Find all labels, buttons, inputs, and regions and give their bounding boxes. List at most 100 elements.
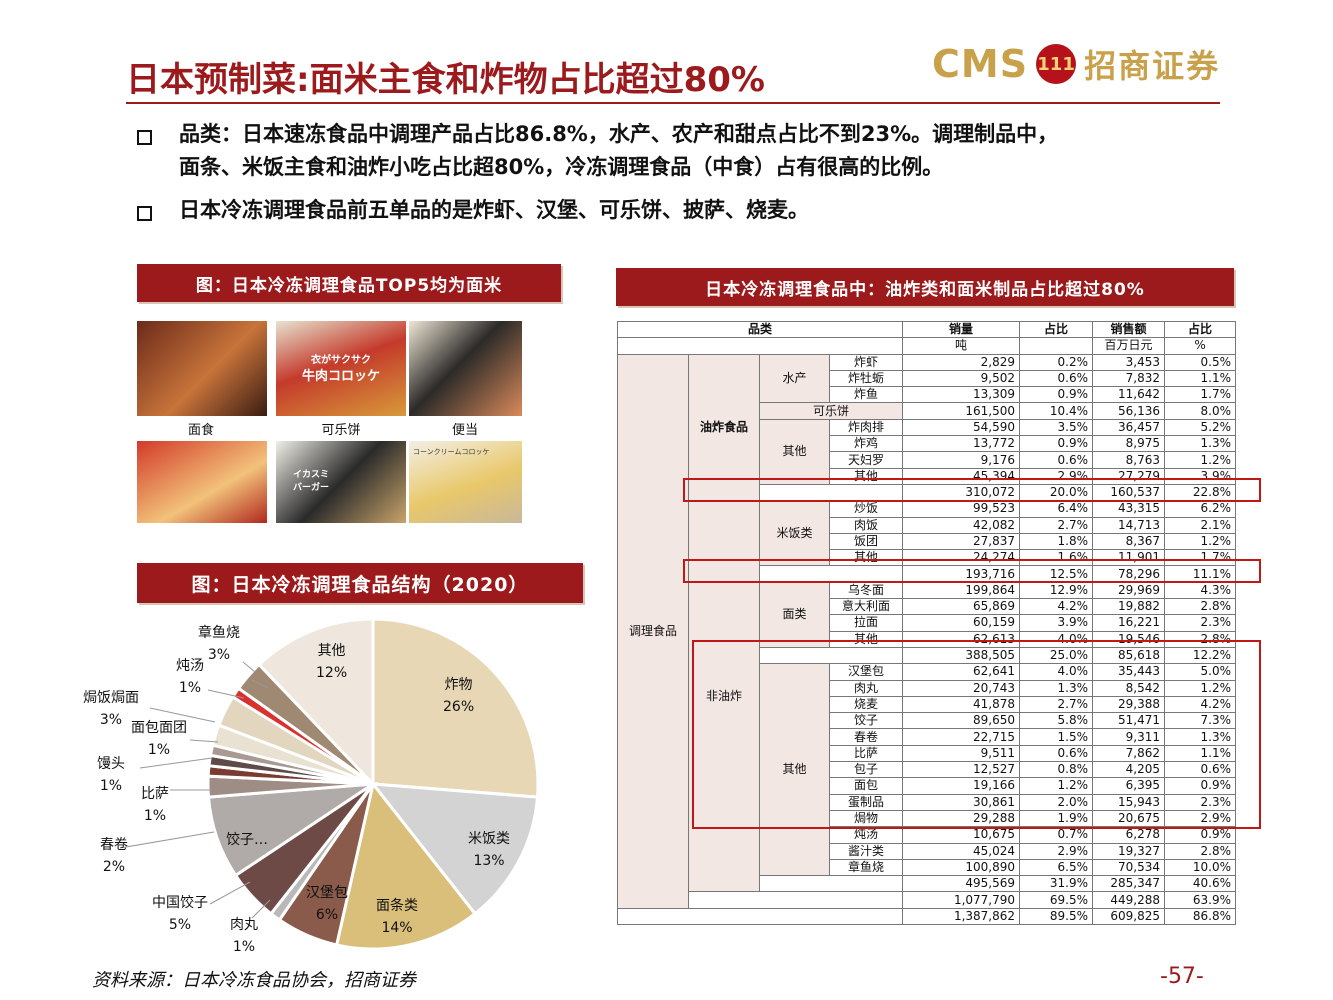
table-row: 蛋制品 30,861 2.0% 15,943 2.3% — [618, 793, 1237, 811]
cell-sales: 19,327 — [1092, 842, 1166, 860]
cell-item: 炸肉排 — [828, 418, 904, 437]
cell-sales-share: 1.1% — [1164, 369, 1237, 388]
logo-cms-text: CMS — [932, 42, 1029, 86]
cell-item: 意大利面 — [828, 598, 904, 616]
table-row: 饺子 89,650 5.8% 51,471 7.3% — [618, 712, 1237, 730]
table-row: 面包 19,166 1.2% 6,395 0.9% — [618, 777, 1237, 795]
photo-text: 衣がサクサク — [310, 354, 371, 366]
cell-volume-share: 0.6% — [1019, 451, 1094, 469]
cell-sales-share: 5.0% — [1164, 663, 1237, 681]
pie-label-pizza: 比萨 1% — [141, 786, 169, 824]
cell-sales-share: 2.3% — [1164, 614, 1237, 632]
table-row: 炸鸡 13,772 0.9% 8,975 1.3% — [618, 435, 1237, 453]
cell-volume: 65,869 — [902, 598, 1021, 616]
header-sales-share: 占比 — [1164, 320, 1237, 339]
header-volume-share: 占比 — [1019, 320, 1094, 339]
pie-slice — [371, 617, 540, 799]
cell-sales: 7,832 — [1092, 369, 1166, 388]
pie-leader-line — [242, 661, 256, 673]
unit-sales: 百万日元 — [1092, 337, 1166, 355]
group-nonfried-other: 其他 — [759, 663, 830, 877]
cell-volume: 12,527 — [902, 761, 1021, 779]
cell-sales-share: 22.8% — [1164, 483, 1237, 502]
cell-volume: 388,505 — [902, 646, 1021, 665]
cell-sales-share: 4.2% — [1164, 695, 1237, 714]
unit-sales-share: % — [1164, 337, 1237, 355]
cell-sales: 6,278 — [1092, 826, 1166, 844]
cell-volume-share: 12.9% — [1019, 581, 1094, 600]
cell-sales-share: 11.1% — [1164, 565, 1237, 583]
photos-banner: 图：日本冷冻调理食品TOP5均为面米 — [137, 264, 561, 302]
group-fried: 油炸食品 — [688, 353, 760, 502]
cell-sales: 36,457 — [1092, 418, 1166, 437]
unit-spacer — [616, 337, 904, 355]
cell-item: 炸牡蛎 — [828, 369, 904, 388]
cell-item: 乌冬面 — [828, 581, 904, 600]
cell-item: 焗物 — [828, 809, 904, 828]
table-row: 包子 12,527 0.8% 4,205 0.6% — [618, 761, 1237, 779]
subtotal-spacer — [758, 875, 904, 893]
cell-sales-share: 2.8% — [1164, 598, 1237, 616]
cell-volume-share: 0.6% — [1019, 744, 1094, 763]
cell-sales-share: 0.5% — [1164, 353, 1237, 371]
cell-sales-share: 10.0% — [1164, 858, 1237, 877]
photo-croquette: 衣がサクサク 牛肉コロッケ — [276, 321, 406, 416]
pie-leader-line — [251, 679, 269, 689]
cell-item: 酱汁类 — [828, 842, 904, 860]
unit-volume-share — [1019, 337, 1094, 355]
cell-item: 饭团 — [828, 532, 904, 551]
pie-slice — [334, 780, 478, 951]
photo-text: イカスミ — [292, 470, 329, 480]
cell-sales-share: 5.2% — [1164, 418, 1237, 437]
table-row: 其他 汉堡包 62,641 4.0% 35,443 5.0% — [618, 663, 1237, 877]
cell-sales-share: 8.0% — [1164, 402, 1237, 420]
cell-sales: 29,969 — [1092, 581, 1166, 600]
cell-volume: 10,675 — [902, 826, 1021, 844]
group-fried-other: 其他 — [759, 418, 830, 485]
cell-sales: 16,221 — [1092, 614, 1166, 632]
table-row: 章鱼烧 100,890 6.5% 70,534 10.0% — [618, 858, 1237, 877]
cell-volume: 13,309 — [902, 386, 1021, 404]
cell-sales: 70,534 — [1092, 858, 1166, 877]
pie-label-gratin: 焗饭焗面 3% — [83, 690, 139, 728]
data-table: 品类 销量 占比 销售额 占比吨百万日元% 调理食品 油炸食品 水产 炸虾 2,829 0.2% 3,… — [616, 320, 1237, 925]
table-row: 其他 炸肉排 54,590 3.5% 36,457 5.2% — [618, 418, 1237, 485]
photo-corn-croquette: コーンクリームコロッケ — [409, 441, 522, 523]
title-divider — [126, 102, 1220, 104]
logo-chinese-text: 招商证券 — [1084, 47, 1221, 85]
cell-sales-share: 2.8% — [1164, 842, 1237, 860]
bullet-list: 品类：日本速冻食品中调理产品占比86.8%，水产、农产和甜点占比不到23%。调理… — [133, 118, 1233, 227]
cell-volume-share: 6.5% — [1019, 858, 1094, 877]
cell-volume: 89,650 — [902, 712, 1021, 730]
pie-label-chinese-dumpling: 中国饺子 5% — [152, 895, 208, 933]
cell-volume: 13,772 — [902, 435, 1021, 453]
cell-volume-share: 0.9% — [1019, 435, 1094, 453]
cell-volume: 27,837 — [902, 532, 1021, 551]
subtotal-row: 388,505 25.0% 85,618 12.2% — [618, 646, 1237, 665]
cell-volume: 45,024 — [902, 842, 1021, 860]
pie-label-spring-roll: 春卷 2% — [100, 837, 128, 875]
cell-volume-share: 1.2% — [1019, 777, 1094, 795]
bullet-text-line: 品类：日本速冻食品中调理产品占比86.8%，水产、农产和甜点占比不到23%。调理… — [179, 122, 1059, 146]
pie-leader-line — [149, 707, 216, 723]
table-row: 炖汤 10,675 0.7% 6,278 0.9% — [618, 826, 1237, 844]
cell-sales: 609,825 — [1092, 907, 1166, 925]
cell-sales: 8,763 — [1092, 451, 1166, 469]
table-row: 炸鱼 13,309 0.9% 11,642 1.7% — [618, 386, 1237, 404]
cell-volume-share: 0.9% — [1019, 386, 1094, 404]
cell-sales-share: 1.3% — [1164, 728, 1237, 746]
cell-sales: 3,453 — [1092, 353, 1166, 371]
cell-item: 炒饭 — [828, 500, 904, 518]
group-rice: 米饭类 — [759, 500, 830, 567]
pie-label-burger: 汉堡包 6% — [306, 885, 348, 923]
cell-item: 比萨 — [828, 744, 904, 763]
subtotal-spacer — [687, 891, 904, 909]
cell-sales-share: 6.2% — [1164, 500, 1237, 518]
cell-sales-share: 1.2% — [1164, 451, 1237, 469]
cell-volume-share: 89.5% — [1019, 907, 1094, 925]
table-row: 调理食品 油炸食品 水产 炸虾 2,829 0.2% 3,453 0.5% — [617, 353, 1237, 909]
table-header-row: 品类 销量 占比 销售额 占比 — [616, 320, 1237, 339]
pie-leader-line — [119, 831, 215, 849]
cell-volume-share: 1.3% — [1019, 679, 1094, 697]
